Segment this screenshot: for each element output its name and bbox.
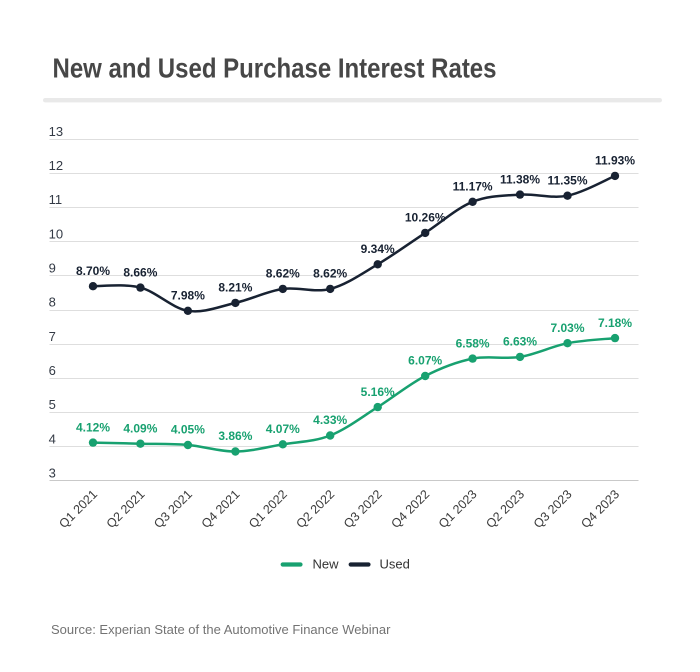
svg-text:10.26%: 10.26% bbox=[405, 211, 446, 225]
svg-text:12: 12 bbox=[49, 158, 63, 173]
svg-text:6.58%: 6.58% bbox=[456, 336, 490, 350]
svg-text:8.21%: 8.21% bbox=[218, 281, 252, 295]
svg-text:6.63%: 6.63% bbox=[503, 335, 537, 349]
svg-text:4.33%: 4.33% bbox=[313, 413, 347, 427]
svg-text:7.98%: 7.98% bbox=[171, 289, 205, 303]
svg-text:8.66%: 8.66% bbox=[123, 265, 157, 279]
svg-text:3.86%: 3.86% bbox=[218, 429, 252, 443]
svg-text:11.93%: 11.93% bbox=[595, 154, 635, 168]
svg-text:11.38%: 11.38% bbox=[500, 172, 540, 186]
svg-text:4.07%: 4.07% bbox=[266, 422, 300, 436]
svg-text:11: 11 bbox=[49, 192, 63, 207]
svg-text:3: 3 bbox=[49, 466, 56, 481]
svg-text:7.18%: 7.18% bbox=[598, 316, 632, 330]
svg-text:8.70%: 8.70% bbox=[76, 264, 110, 278]
svg-text:4.09%: 4.09% bbox=[123, 421, 157, 435]
svg-text:6: 6 bbox=[49, 363, 56, 378]
svg-text:7: 7 bbox=[49, 329, 56, 344]
svg-text:9: 9 bbox=[49, 261, 56, 276]
svg-text:New and Used Purchase Interest: New and Used Purchase Interest Rates bbox=[53, 53, 497, 84]
svg-text:8: 8 bbox=[49, 295, 56, 310]
svg-text:8.62%: 8.62% bbox=[313, 267, 347, 281]
svg-text:10: 10 bbox=[49, 226, 63, 241]
svg-text:5.16%: 5.16% bbox=[361, 385, 395, 399]
svg-text:11.17%: 11.17% bbox=[453, 180, 493, 194]
svg-text:4: 4 bbox=[49, 431, 56, 446]
svg-text:8.62%: 8.62% bbox=[266, 267, 300, 281]
svg-text:Source: Experian State of the: Source: Experian State of the Automotive… bbox=[51, 622, 391, 637]
svg-text:11.35%: 11.35% bbox=[547, 173, 587, 187]
svg-text:4.12%: 4.12% bbox=[76, 420, 110, 434]
svg-text:6.07%: 6.07% bbox=[408, 354, 442, 368]
svg-text:13: 13 bbox=[49, 124, 63, 139]
svg-text:5: 5 bbox=[49, 397, 56, 412]
svg-text:7.03%: 7.03% bbox=[550, 321, 584, 335]
svg-text:New: New bbox=[313, 557, 340, 572]
svg-text:Used: Used bbox=[380, 557, 410, 572]
svg-text:4.05%: 4.05% bbox=[171, 423, 205, 437]
svg-text:9.34%: 9.34% bbox=[361, 242, 395, 256]
